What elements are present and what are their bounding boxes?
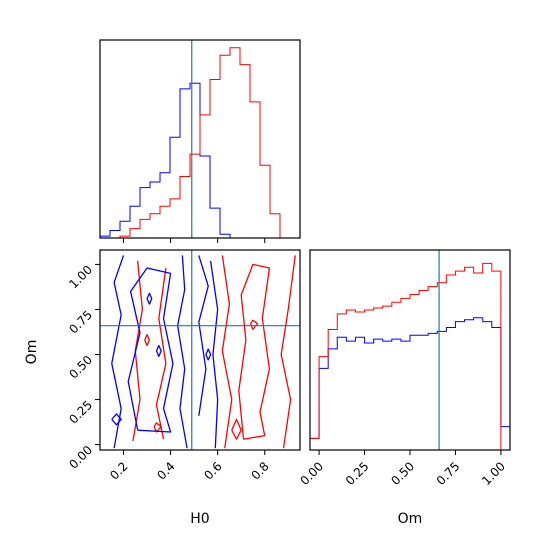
blue-contour-0: [111, 255, 125, 449]
red-contour-6: [231, 418, 242, 440]
joint-x-tick-label-0: 0.2: [107, 459, 130, 482]
om-x-tick-label-3: 0.75: [434, 459, 463, 488]
axis-labels: H0 Om Om: [24, 340, 422, 527]
x-axis-label-h0: H0: [190, 511, 209, 527]
om-histogram-blue: [309, 317, 511, 450]
joint-x-tick-label-3: 0.8: [248, 459, 271, 482]
joint-contours: [111, 255, 296, 449]
om-x-tick-label-4: 1.00: [479, 459, 508, 488]
h0-histogram-panel: [99, 39, 301, 243]
h0-histogram-red: [100, 47, 300, 239]
y-axis-label-om: Om: [24, 340, 40, 365]
red-contour-8: [144, 334, 151, 347]
om-x-tick-label-2: 0.50: [388, 459, 417, 488]
joint-y-tick-label-3: 0.75: [66, 308, 95, 337]
blue-contour-6: [146, 292, 153, 305]
joint-y-tick-label-4: 1.00: [66, 263, 95, 292]
red-contour-1: [238, 263, 271, 440]
h0-histogram-blue: [99, 82, 300, 239]
blue-contour-7: [205, 348, 212, 361]
om-histogram-panel: 0.00 0.25 0.50 0.75 1.00: [297, 249, 511, 488]
blue-contour-2: [127, 267, 174, 433]
red-contour-7: [249, 319, 259, 330]
red-contour-0: [221, 255, 233, 449]
om-histogram-red: [309, 262, 510, 451]
blue-contour-5: [111, 413, 122, 426]
red-contour-4: [155, 267, 167, 440]
blue-contour-1: [176, 255, 188, 449]
x-axis-label-om: Om: [398, 511, 423, 527]
red-contour-2: [280, 255, 296, 449]
blue-contour-8: [155, 344, 162, 357]
joint-y-tick-label-2: 0.50: [66, 353, 95, 382]
joint-x-tick-label-1: 0.4: [154, 459, 177, 482]
blue-contour-4: [209, 260, 219, 449]
om-x-tick-label-0: 0.00: [297, 459, 326, 488]
blue-contour-3: [198, 255, 209, 416]
joint-x-tick-label-2: 0.6: [201, 459, 224, 482]
joint-contour-panel: 0.2 0.4 0.6 0.8 0.00 0.25 0.50 0.75 1.00: [66, 249, 301, 483]
joint-frame: [99, 249, 301, 451]
joint-y-tick-label-1: 0.25: [66, 398, 95, 427]
joint-y-tick-label-0: 0.00: [66, 443, 95, 472]
h0-histogram-frame: [99, 39, 301, 239]
om-x-tick-label-1: 0.25: [343, 459, 372, 488]
om-histogram-frame: [309, 249, 511, 451]
red-contour-5: [153, 422, 162, 433]
